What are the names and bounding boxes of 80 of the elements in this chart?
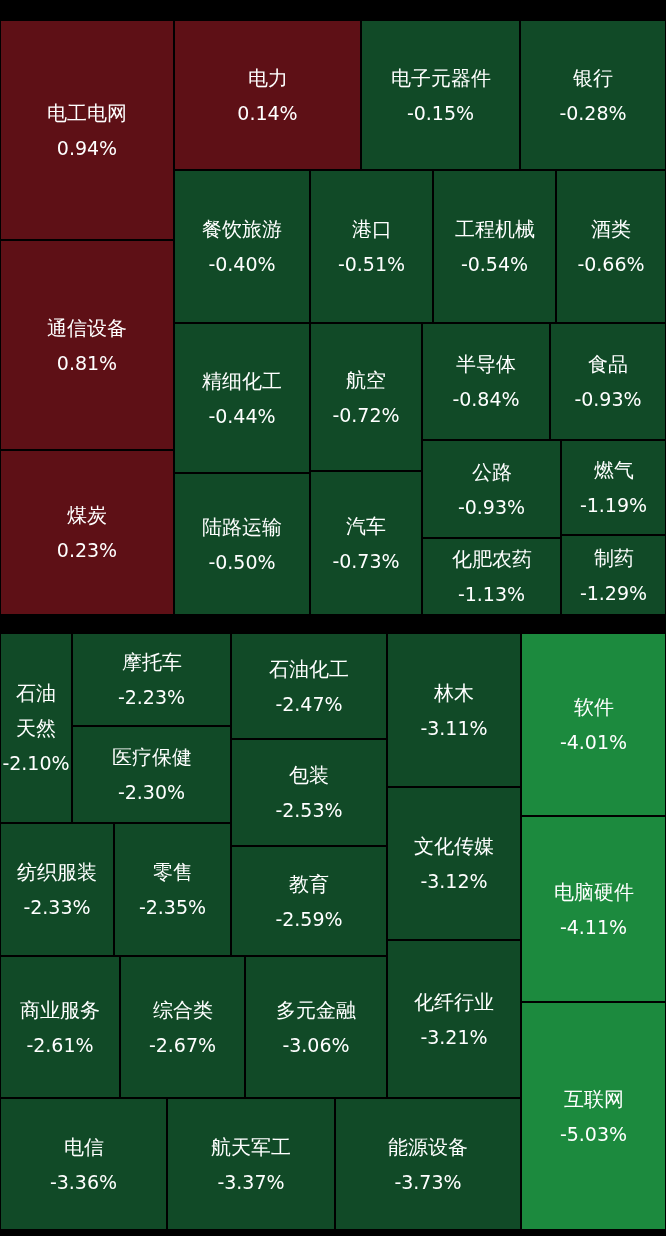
data-label: -0.15%: [406, 101, 475, 124]
category-label: 食品: [588, 352, 628, 376]
category-label: 电信: [63, 1134, 104, 1159]
category-label: 煤炭: [67, 503, 107, 527]
data-label: -0.72%: [332, 403, 400, 426]
category-label: 化纤行业: [414, 989, 494, 1014]
data-label: -2.33%: [23, 896, 91, 918]
data-label: -0.84%: [452, 388, 520, 410]
category-label: 化肥农药: [451, 547, 532, 571]
category-label: 通信设备: [47, 315, 127, 340]
category-label: 包装: [289, 763, 329, 787]
category-label: 航天军工: [211, 1134, 291, 1159]
category-label: 互联网: [563, 1086, 624, 1111]
category-label: 石油化工: [269, 656, 349, 681]
data-label: -1.13%: [457, 583, 526, 605]
data-label: -3.06%: [282, 1033, 350, 1056]
data-label: -0.40%: [208, 253, 276, 275]
data-label: -4.11%: [559, 915, 628, 938]
data-label: -0.50%: [208, 550, 276, 573]
data-label: -3.12%: [420, 870, 488, 892]
category-label: 燃气: [593, 458, 634, 482]
data-label: -0.51%: [337, 253, 406, 275]
data-label: -0.66%: [577, 253, 645, 275]
category-label: 电脑硬件: [553, 879, 634, 904]
data-label: 0.94%: [56, 136, 118, 159]
category-label: 能源设备: [388, 1134, 468, 1159]
category-label: 摩托车: [121, 650, 182, 674]
category-label: 医疗保健: [111, 745, 192, 769]
category-label: 林木: [433, 680, 474, 705]
category-label: 电工电网: [47, 100, 127, 125]
data-label: -2.35%: [138, 896, 207, 918]
category-label: 多元金融: [276, 997, 356, 1022]
data-label: -0.93%: [574, 388, 642, 410]
category-label: 陆路运输: [202, 514, 282, 539]
data-label: -2.23%: [117, 686, 186, 708]
category-label: 石油天然: [16, 681, 56, 740]
category-label: 纺织服装: [17, 860, 97, 884]
data-label: -2.10%: [2, 752, 70, 774]
category-label: 商业服务: [20, 997, 100, 1022]
category-label: 酒类: [591, 217, 631, 241]
category-label: 餐饮旅游: [202, 217, 282, 241]
data-label: -0.54%: [460, 253, 529, 275]
data-label: -4.01%: [559, 731, 628, 753]
category-label: 港口: [351, 217, 392, 241]
data-label: -3.11%: [420, 716, 488, 739]
data-label: -2.30%: [117, 781, 186, 803]
category-label: 汽车: [346, 513, 386, 538]
data-label: -0.73%: [332, 549, 400, 572]
data-label: 0.23%: [56, 539, 118, 561]
category-label: 工程机械: [454, 217, 535, 241]
data-label: -3.21%: [420, 1025, 488, 1048]
category-label: 零售: [152, 860, 193, 884]
category-label: 航空: [346, 367, 386, 392]
category-label: 电子元器件: [390, 65, 491, 90]
data-label: -2.59%: [275, 907, 343, 930]
category-label: 精细化工: [202, 368, 282, 393]
data-label: -2.47%: [275, 692, 343, 715]
category-label: 软件: [573, 695, 614, 719]
category-label: 综合类: [152, 997, 213, 1022]
data-label: -0.93%: [457, 495, 526, 518]
data-label: -2.67%: [148, 1033, 217, 1056]
data-label: -5.03%: [559, 1122, 628, 1145]
data-label: -2.61%: [26, 1033, 94, 1056]
category-label: 制药: [593, 545, 634, 570]
category-label: 半导体: [456, 352, 516, 376]
data-label: -3.37%: [217, 1170, 285, 1193]
category-label: 公路: [471, 459, 512, 484]
category-label: 银行: [572, 65, 613, 90]
data-label: 0.81%: [56, 351, 118, 374]
category-label: 文化传媒: [414, 834, 494, 858]
data-label: -0.28%: [559, 101, 627, 124]
category-label: 教育: [289, 871, 329, 896]
data-label: -1.19%: [579, 494, 648, 516]
data-label: -1.29%: [579, 581, 648, 604]
data-label: -3.73%: [394, 1170, 462, 1193]
data-label: -2.53%: [275, 799, 343, 821]
category-label: 电力: [247, 65, 288, 90]
data-label: -3.36%: [49, 1170, 118, 1193]
data-label: 0.14%: [237, 101, 298, 124]
data-label: -0.44%: [208, 404, 276, 427]
